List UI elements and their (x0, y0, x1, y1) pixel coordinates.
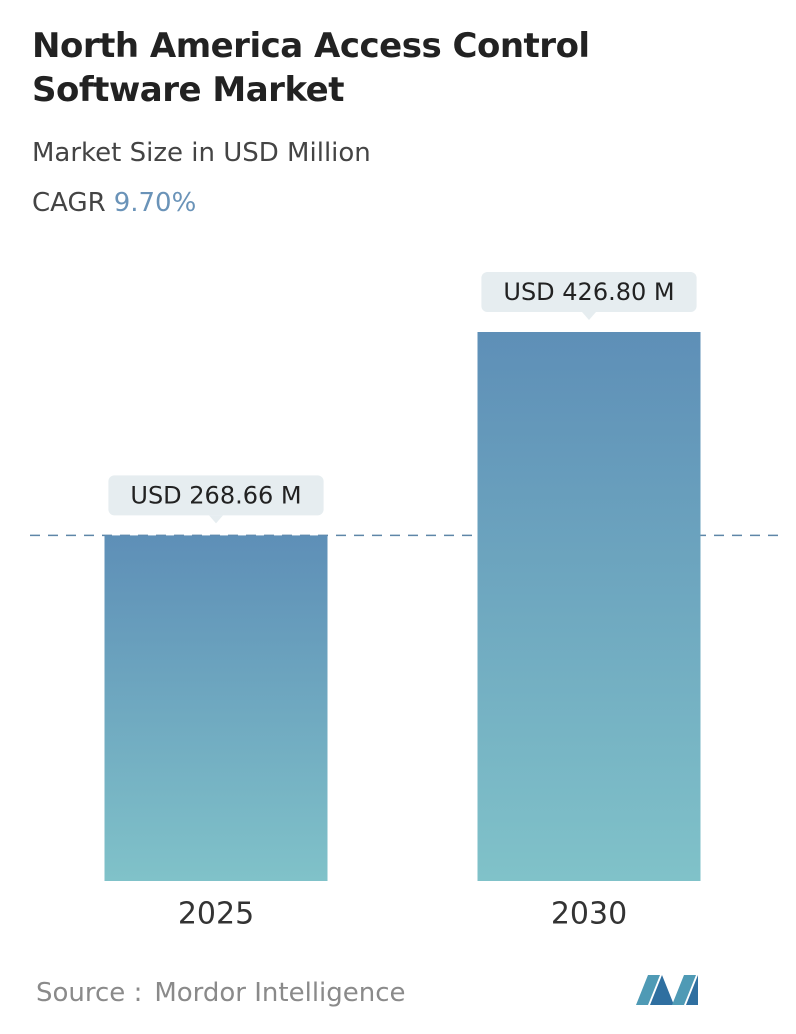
source-label: Source : (36, 978, 143, 1008)
cagr-value: 9.70% (113, 188, 197, 218)
callout-box (108, 475, 324, 516)
value-callout: USD 426.80 M (481, 272, 697, 320)
x-tick-label: 2025 (178, 897, 254, 932)
callout-box (481, 272, 697, 312)
source-value: Mordor Intelligence (154, 978, 406, 1008)
bar (477, 332, 701, 881)
chart-subtitle: Market Size in USD Million (32, 138, 371, 168)
value-callout: USD 268.66 M (108, 475, 324, 524)
data-label: USD 268.66 M (130, 481, 301, 509)
logo (636, 975, 698, 1005)
callout-pointer (582, 312, 596, 320)
bar (104, 535, 328, 881)
source: Source : Mordor Intelligence (36, 978, 406, 1008)
cagr: CAGR 9.70% (32, 188, 196, 218)
data-label: USD 426.80 M (503, 278, 674, 306)
chart-title: North America Access Control Software Ma… (32, 26, 590, 110)
x-tick-label: 2030 (551, 897, 627, 932)
cagr-label: CAGR (32, 188, 106, 218)
callout-pointer (209, 515, 223, 524)
